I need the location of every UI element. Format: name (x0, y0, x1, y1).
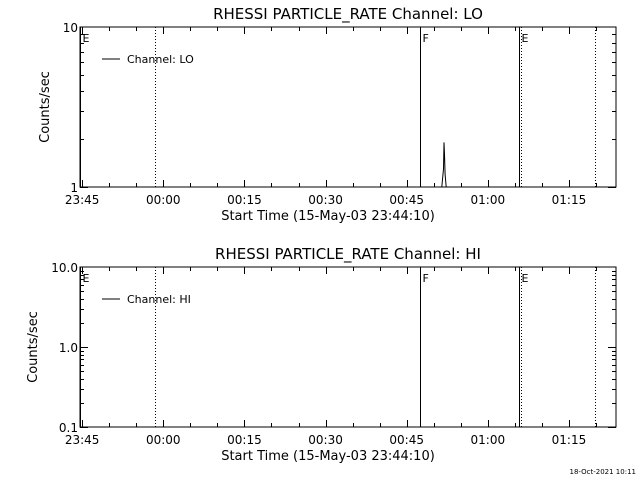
marker-label-1-2: F (423, 272, 429, 285)
y-tick-label-1-0: 0.1 (59, 421, 78, 435)
x-tick-label-1-6: 01:15 (552, 433, 587, 447)
marker-label-1-3: E (522, 272, 529, 285)
x-tick-label-1-2: 00:15 (227, 433, 262, 447)
y-tick-label-0-1: 10 (63, 21, 78, 35)
marker-label-0-0: E (83, 32, 90, 45)
x-tick-label-0-4: 00:45 (389, 193, 424, 207)
x-tick-label-1-4: 00:45 (389, 433, 424, 447)
y-axis-label-1: Counts/sec (26, 311, 41, 383)
x-tick-label-0-5: 01:00 (471, 193, 506, 207)
x-tick-label-0-1: 00:00 (146, 193, 181, 207)
x-tick-label-1-1: 00:00 (146, 433, 181, 447)
x-tick-label-1-0: 23:45 (65, 433, 100, 447)
y-tick-label-0-0: 1 (70, 181, 78, 195)
y-tick-label-1-1: 1.0 (59, 341, 78, 355)
x-axis-label-0: Start Time (15-May-03 23:44:10) (221, 209, 435, 224)
marker-label-0-3: E (522, 32, 529, 45)
x-tick-label-0-6: 01:15 (552, 193, 587, 207)
x-tick-label-1-5: 01:00 (471, 433, 506, 447)
chart-title-0: RHESSI PARTICLE_RATE Channel: LO (213, 5, 483, 24)
marker-label-0-2: F (423, 32, 429, 45)
x-axis-label-1: Start Time (15-May-03 23:44:10) (221, 449, 435, 464)
y-axis-label-0: Counts/sec (38, 71, 53, 143)
x-tick-label-0-0: 23:45 (65, 193, 100, 207)
legend-label-1: Channel: HI (127, 293, 191, 306)
marker-label-1-0: E (83, 272, 90, 285)
legend-label-0: Channel: LO (127, 53, 194, 66)
plot-frame-1 (79, 266, 617, 428)
series-line-0-0 (441, 142, 447, 188)
x-tick-label-1-3: 00:30 (308, 433, 343, 447)
y-tick-label-1-2: 10.0 (51, 261, 78, 275)
footer-timestamp: 18-Oct-2021 10:11 (570, 468, 636, 476)
chart-title-1: RHESSI PARTICLE_RATE Channel: HI (215, 245, 481, 264)
plot-frame-0 (79, 26, 617, 188)
x-tick-label-0-3: 00:30 (308, 193, 343, 207)
x-tick-label-0-2: 00:15 (227, 193, 262, 207)
